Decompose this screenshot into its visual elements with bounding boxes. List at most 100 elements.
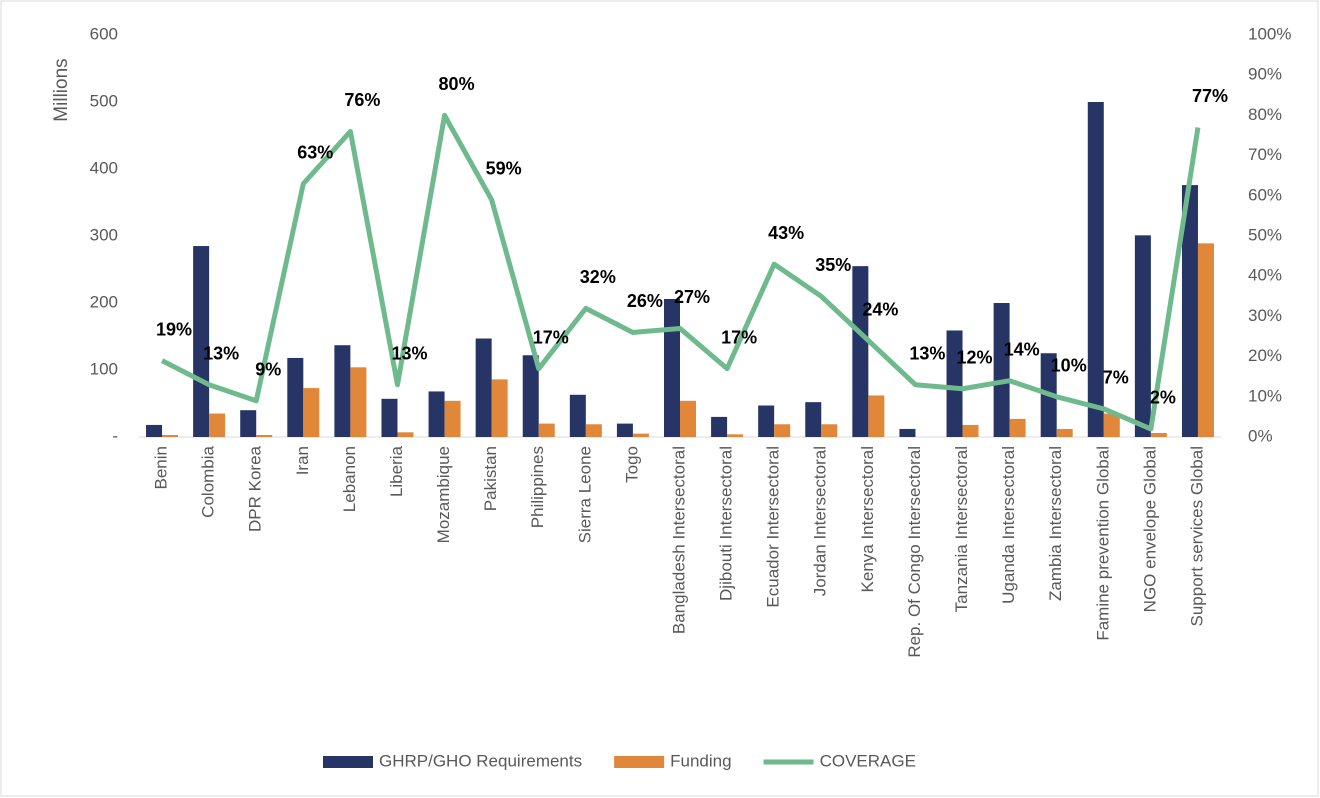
x-tick-label: NGO envelope Global: [1140, 446, 1159, 612]
y2-tick-label: 70%: [1248, 145, 1282, 164]
data-label: 59%: [486, 159, 522, 179]
x-tick-label: Rep. Of Congo Intersectoral: [905, 446, 924, 658]
x-tick-label: Benin: [152, 446, 171, 489]
x-tick-label: Zambia Intersectoral: [1046, 446, 1065, 601]
bar: [680, 400, 696, 437]
y2-tick-label: 90%: [1248, 65, 1282, 84]
bar: [209, 413, 226, 437]
legend-label: GHRP/GHO Requirements: [379, 751, 582, 770]
data-label: 80%: [439, 74, 475, 94]
y-tick-label: 100: [90, 359, 118, 378]
x-tick-label: Philippines: [528, 446, 547, 528]
x-tick-label: Djibouti Intersectoral: [717, 446, 736, 601]
x-tick-label: Colombia: [199, 445, 218, 517]
bar: [491, 379, 508, 437]
y-tick-label: 600: [90, 24, 118, 43]
data-label: 13%: [909, 343, 945, 363]
legend-swatch: [614, 756, 665, 768]
y2-tick-label: 40%: [1248, 266, 1282, 285]
x-tick-label: Iran: [293, 446, 312, 475]
x-tick-label: Mozambique: [434, 446, 453, 543]
bar: [287, 357, 304, 437]
y2-tick-label: 100%: [1248, 24, 1291, 43]
data-label: 14%: [1004, 339, 1040, 359]
bar: [428, 391, 445, 437]
y-tick-label: -: [112, 426, 118, 445]
bar: [1056, 428, 1073, 437]
bar: [240, 410, 257, 437]
legend-label: Funding: [670, 751, 731, 770]
bar: [1009, 418, 1026, 437]
data-label: 13%: [203, 343, 239, 363]
data-label: 76%: [344, 90, 380, 110]
x-tick-label: Tanzania Intersectoral: [952, 446, 971, 612]
data-label: 35%: [815, 255, 851, 275]
y2-tick-label: 0%: [1248, 426, 1273, 445]
data-label: 17%: [721, 327, 757, 347]
bar: [962, 424, 979, 437]
y2-tick-label: 30%: [1248, 306, 1282, 325]
x-tick-label: Support services Global: [1187, 446, 1206, 626]
data-label: 12%: [957, 348, 993, 368]
y2-tick-label: 80%: [1248, 105, 1282, 124]
data-label: 19%: [156, 319, 192, 339]
data-label: 43%: [768, 223, 804, 243]
bar: [538, 423, 555, 437]
coverage-line: [160, 112, 1201, 432]
bar: [1181, 185, 1198, 437]
data-label: 13%: [391, 343, 427, 363]
y-tick-label: 200: [90, 292, 118, 311]
bar: [868, 395, 885, 437]
x-tick-label: Kenya Intersectoral: [858, 446, 877, 592]
bar: [899, 428, 916, 437]
y-tick-label: 400: [90, 158, 118, 177]
x-tick-label: Liberia: [387, 445, 406, 497]
legend-swatch: [323, 756, 373, 768]
data-label: 27%: [674, 287, 710, 307]
bar: [444, 400, 461, 437]
bar: [475, 338, 492, 437]
bar: [585, 424, 602, 437]
bar: [1134, 235, 1151, 437]
bar: [1197, 243, 1214, 437]
bar: [616, 423, 633, 437]
bar: [993, 303, 1010, 437]
y-tick-label: 500: [90, 91, 118, 110]
legend-label: COVERAGE: [820, 751, 916, 770]
bar: [569, 394, 586, 437]
data-label: 77%: [1192, 86, 1228, 106]
data-label: 10%: [1051, 356, 1087, 376]
data-label: 32%: [580, 267, 616, 287]
bar: [758, 405, 775, 437]
x-tick-label: Togo: [622, 446, 641, 483]
y-tick-label: 300: [90, 225, 118, 244]
bar: [1103, 413, 1120, 437]
bar: [852, 266, 869, 437]
data-label: 2%: [1150, 388, 1176, 408]
bar: [522, 355, 539, 437]
bar: [193, 246, 210, 437]
x-tick-label: Pakistan: [481, 446, 500, 511]
bar: [146, 424, 163, 437]
data-label: 7%: [1103, 368, 1129, 388]
bar: [350, 367, 367, 437]
y2-tick-label: 20%: [1248, 346, 1282, 365]
x-tick-label: Uganda Intersectoral: [999, 446, 1018, 604]
bar: [1087, 102, 1104, 437]
bar: [805, 402, 822, 437]
x-tick-label: Jordan Intersectoral: [811, 446, 830, 596]
x-tick-label: DPR Korea: [246, 445, 265, 532]
x-tick-label: Lebanon: [340, 446, 359, 512]
bar: [727, 434, 744, 437]
bar: [821, 424, 838, 437]
data-label: 17%: [533, 327, 569, 347]
y-axis-label: Millions: [51, 58, 72, 121]
x-tick-label: Famine prevention Global: [1093, 446, 1112, 641]
x-tick-label: Ecuador Intersectoral: [764, 446, 783, 608]
y2-tick-label: 60%: [1248, 185, 1282, 204]
bar: [397, 432, 414, 437]
x-tick-label: Sierra Leone: [575, 446, 594, 543]
bar: [664, 298, 680, 437]
data-label: 63%: [297, 142, 333, 162]
